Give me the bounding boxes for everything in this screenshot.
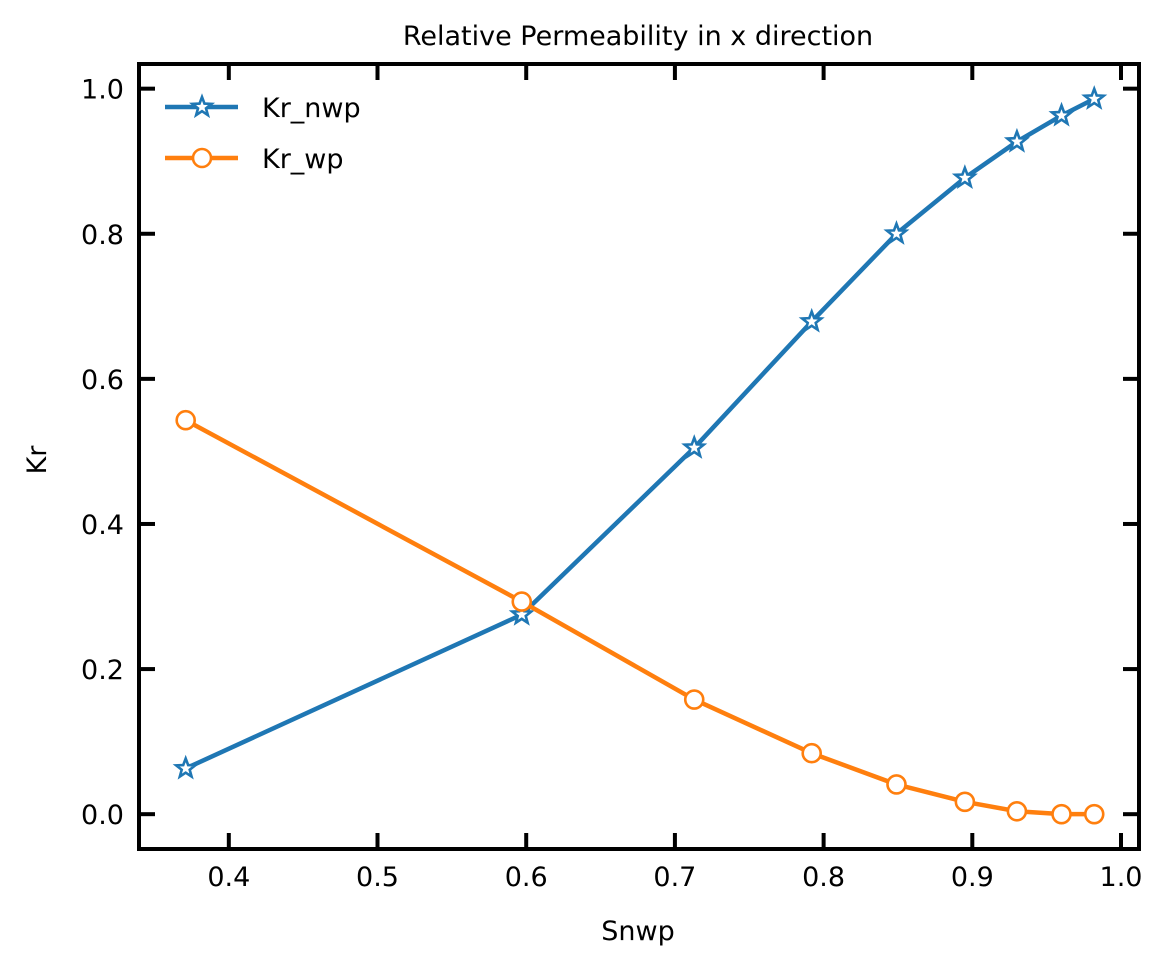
legend: Kr_nwp Kr_wp — [165, 93, 361, 175]
series-layer — [172, 85, 1108, 825]
data-point-kr-nwp — [798, 307, 825, 333]
y-tick-label: 0.0 — [81, 800, 124, 831]
data-point-kr-nwp — [1048, 101, 1075, 127]
y-tick-label: 0.8 — [81, 220, 124, 251]
ticks-layer — [139, 64, 1139, 849]
x-tick-label: 0.9 — [951, 862, 994, 893]
x-tick-label: 0.4 — [207, 862, 250, 893]
y-tick-labels: 0.0 0.2 0.4 0.6 0.8 1.0 — [81, 75, 124, 832]
data-point-kr-nwp — [883, 220, 910, 245]
legend-star-marker-icon — [188, 93, 216, 119]
y-tick-label: 0.6 — [81, 365, 124, 396]
chart-title: Relative Permeability in x direction — [403, 21, 873, 52]
legend-item-kr-wp: Kr_wp — [165, 144, 344, 175]
data-point-kr-wp — [954, 791, 976, 813]
data-point-kr-wp — [511, 591, 533, 612]
x-tick-label: 1.0 — [1100, 862, 1143, 893]
legend-item-kr-nwp: Kr_nwp — [165, 93, 361, 124]
data-point-kr-wp — [1006, 800, 1028, 822]
data-point-kr-nwp — [508, 600, 535, 626]
legend-circle-marker-icon — [191, 147, 213, 169]
y-tick-label: 1.0 — [81, 75, 124, 106]
axes-frame — [137, 62, 1141, 851]
x-axis-label: Snwp — [601, 916, 674, 947]
x-tick-label: 0.7 — [653, 862, 696, 893]
y-tick-label: 0.2 — [81, 655, 124, 686]
x-tick-label: 0.5 — [356, 862, 399, 893]
series-kr-wp — [175, 409, 1105, 825]
x-tick-label: 0.8 — [802, 862, 845, 893]
data-point-kr-wp — [175, 409, 196, 431]
data-point-kr-wp — [801, 742, 823, 764]
data-point-kr-wp — [886, 774, 907, 795]
data-point-kr-nwp — [1081, 85, 1108, 110]
data-point-kr-nwp — [681, 434, 708, 459]
x-tick-labels: 0.4 0.5 0.6 0.7 0.8 0.9 1.0 — [207, 862, 1142, 893]
y-tick-label: 0.4 — [81, 510, 124, 541]
x-tick-label: 0.6 — [505, 862, 548, 893]
data-point-kr-nwp — [951, 164, 978, 189]
legend-label-kr-nwp: Kr_nwp — [262, 93, 361, 124]
data-point-kr-wp — [1083, 803, 1105, 825]
y-axis-label: Kr — [22, 445, 53, 475]
legend-label-kr-wp: Kr_wp — [262, 144, 344, 175]
data-point-kr-nwp — [1003, 127, 1030, 153]
data-point-kr-wp — [1051, 803, 1072, 825]
data-point-kr-wp — [683, 689, 705, 710]
data-point-kr-nwp — [172, 754, 199, 780]
series-kr-nwp — [172, 85, 1108, 780]
